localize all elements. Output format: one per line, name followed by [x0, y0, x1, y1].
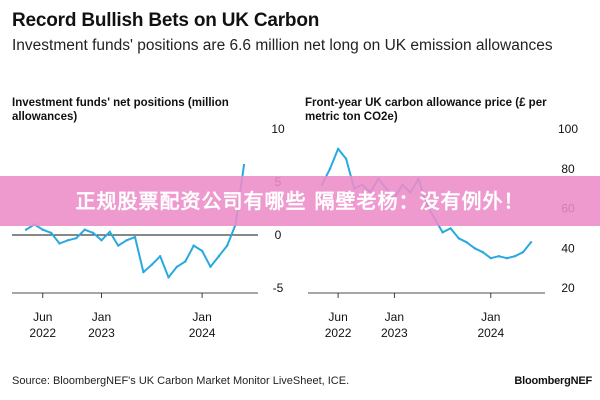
data-point — [209, 265, 212, 268]
data-point — [457, 237, 460, 240]
data-point — [529, 241, 533, 244]
y-tick-label: -5 — [273, 281, 284, 295]
data-point — [242, 163, 246, 167]
data-point — [58, 242, 61, 245]
data-point — [489, 256, 493, 260]
y-tick-label: 80 — [561, 162, 575, 176]
y-tick-label: 100 — [558, 122, 578, 136]
x-tick-label: Jan — [192, 310, 211, 324]
x-tick-label: Jun — [33, 310, 52, 324]
data-point — [108, 230, 112, 234]
data-point — [217, 255, 221, 258]
data-point — [117, 244, 120, 247]
data-point — [83, 228, 86, 231]
data-point — [184, 260, 187, 263]
data-point — [473, 247, 476, 250]
overlay-banner — [0, 176, 600, 226]
page-subtitle: Investment funds' positions are 6.6 mill… — [12, 37, 553, 54]
data-point — [226, 244, 229, 247]
data-point — [200, 249, 204, 253]
data-point — [167, 276, 170, 279]
y-tick-label: 10 — [271, 122, 285, 136]
data-point — [24, 228, 28, 231]
data-point — [344, 157, 348, 161]
x-tick-label: 2024 — [189, 326, 216, 340]
x-tick-label: 2023 — [381, 326, 408, 340]
data-point — [142, 270, 145, 274]
brand-logo: BloombergNEF — [514, 375, 592, 387]
x-tick-label: Jun — [328, 310, 347, 324]
data-point — [192, 244, 195, 247]
x-tick-label: 2024 — [477, 326, 504, 340]
y-tick-label: 20 — [561, 281, 575, 295]
data-point — [505, 256, 509, 260]
data-point — [150, 263, 153, 266]
data-point — [497, 255, 501, 258]
y-tick-label: 0 — [275, 228, 282, 242]
data-point — [125, 239, 128, 242]
x-tick-label: Jan — [481, 310, 500, 324]
data-point — [449, 227, 452, 230]
y-tick-label: 40 — [561, 241, 575, 255]
x-tick-label: 2022 — [325, 326, 352, 340]
data-point — [100, 239, 103, 242]
data-point — [441, 231, 444, 234]
source-note: Source: BloombergNEF's UK Carbon Market … — [12, 375, 350, 387]
x-tick-label: Jan — [92, 310, 111, 324]
data-point — [91, 231, 95, 235]
x-tick-label: 2023 — [88, 326, 115, 340]
right-chart-title: Front-year UK carbon allowance price (£ … — [305, 97, 547, 123]
left-chart-title: Investment funds' net positions (million… — [12, 97, 229, 123]
data-point — [133, 235, 137, 239]
data-point — [513, 255, 517, 258]
page-title: Record Bullish Bets on UK Carbon — [12, 10, 320, 31]
x-tick-label: Jan — [385, 310, 404, 324]
data-point — [49, 231, 53, 235]
data-point — [521, 251, 525, 254]
data-point — [328, 167, 332, 170]
data-point — [41, 228, 44, 231]
data-point — [75, 236, 78, 240]
overlay-banner-text: 正规股票配资公司有哪些 隔壁老杨：没有例外！ — [75, 189, 525, 213]
data-point — [158, 255, 162, 258]
data-point — [336, 147, 340, 151]
data-point — [481, 251, 484, 254]
x-tick-label: 2022 — [29, 326, 56, 340]
data-point — [465, 241, 468, 244]
data-point — [66, 239, 70, 242]
data-point — [175, 265, 179, 268]
